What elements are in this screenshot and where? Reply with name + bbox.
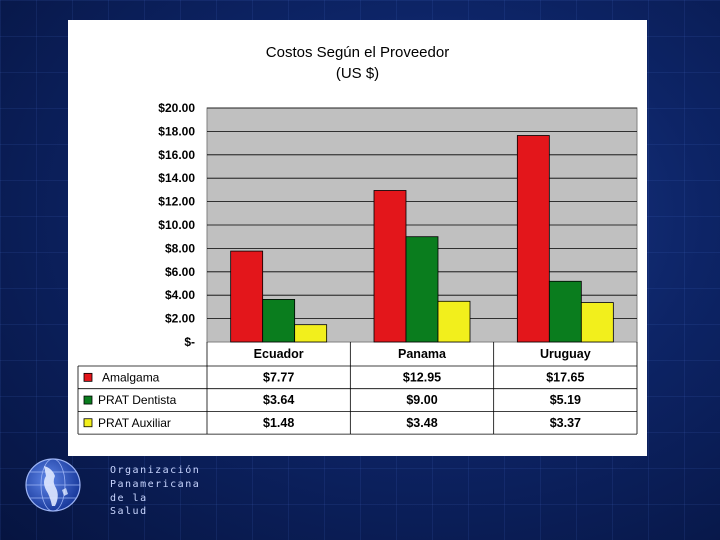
data-label: $17.65 xyxy=(546,370,584,384)
y-tick-label: $20.00 xyxy=(158,101,195,115)
legend-swatch xyxy=(83,395,93,405)
bar-2-0 xyxy=(294,324,328,343)
y-tick-label: $- xyxy=(184,335,195,349)
y-tick-label: $4.00 xyxy=(165,288,195,302)
bar-chart: $- $2.00 $4.00 $6.00 $8.00 $10.00 $12.00 $14.00… xyxy=(77,101,638,435)
paho-logo: Organización Panamericana de la Salud xyxy=(22,456,199,517)
bar-2-1 xyxy=(437,300,471,343)
y-tick-label: $12.00 xyxy=(158,195,195,209)
legend-label: PRAT Dentista xyxy=(98,393,177,407)
bar-0-0 xyxy=(230,250,264,343)
legend-label: Amalgama xyxy=(102,370,160,384)
y-tick-label: $18.00 xyxy=(158,124,195,138)
bar-0-2 xyxy=(516,135,550,343)
data-label: $12.95 xyxy=(403,370,441,384)
data-label: $1.48 xyxy=(263,416,294,430)
globe-icon xyxy=(25,458,81,512)
y-tick-label: $2.00 xyxy=(165,312,195,326)
legend-swatch xyxy=(83,418,93,428)
data-label: $3.48 xyxy=(406,416,437,430)
chart-panel: Costos Según el Proveedor (US $) $- $2.00… xyxy=(68,20,647,456)
x-tick-label: Uruguay xyxy=(540,347,591,361)
chart-title: Costos Según el Proveedor xyxy=(265,44,450,61)
legend-swatch xyxy=(83,372,93,382)
y-tick-label: $8.00 xyxy=(165,241,195,255)
y-tick-label: $16.00 xyxy=(158,148,195,162)
bar-1-1 xyxy=(405,236,439,343)
data-label: $7.77 xyxy=(263,370,294,384)
data-label: $3.64 xyxy=(263,393,294,407)
y-tick-label: $10.00 xyxy=(158,218,195,232)
data-label: $3.37 xyxy=(550,416,581,430)
logo-line-1: Organización xyxy=(110,465,201,476)
bar-1-0 xyxy=(262,299,296,343)
logo-line-2: Panamericana xyxy=(110,479,201,490)
x-tick-label: Panama xyxy=(398,347,447,361)
data-label: $9.00 xyxy=(406,393,437,407)
y-tick-label: $14.00 xyxy=(158,171,195,185)
data-label: $5.19 xyxy=(550,393,581,407)
bar-0-1 xyxy=(373,190,407,343)
bar-2-2 xyxy=(580,302,614,343)
logo-line-3: de la Salud xyxy=(110,493,148,517)
legend-label: PRAT Auxiliar xyxy=(98,416,171,430)
chart-subtitle: (US $) xyxy=(335,65,380,82)
y-tick-label: $6.00 xyxy=(165,265,195,279)
x-tick-label: Ecuador xyxy=(254,347,304,361)
bar-1-2 xyxy=(548,280,582,343)
